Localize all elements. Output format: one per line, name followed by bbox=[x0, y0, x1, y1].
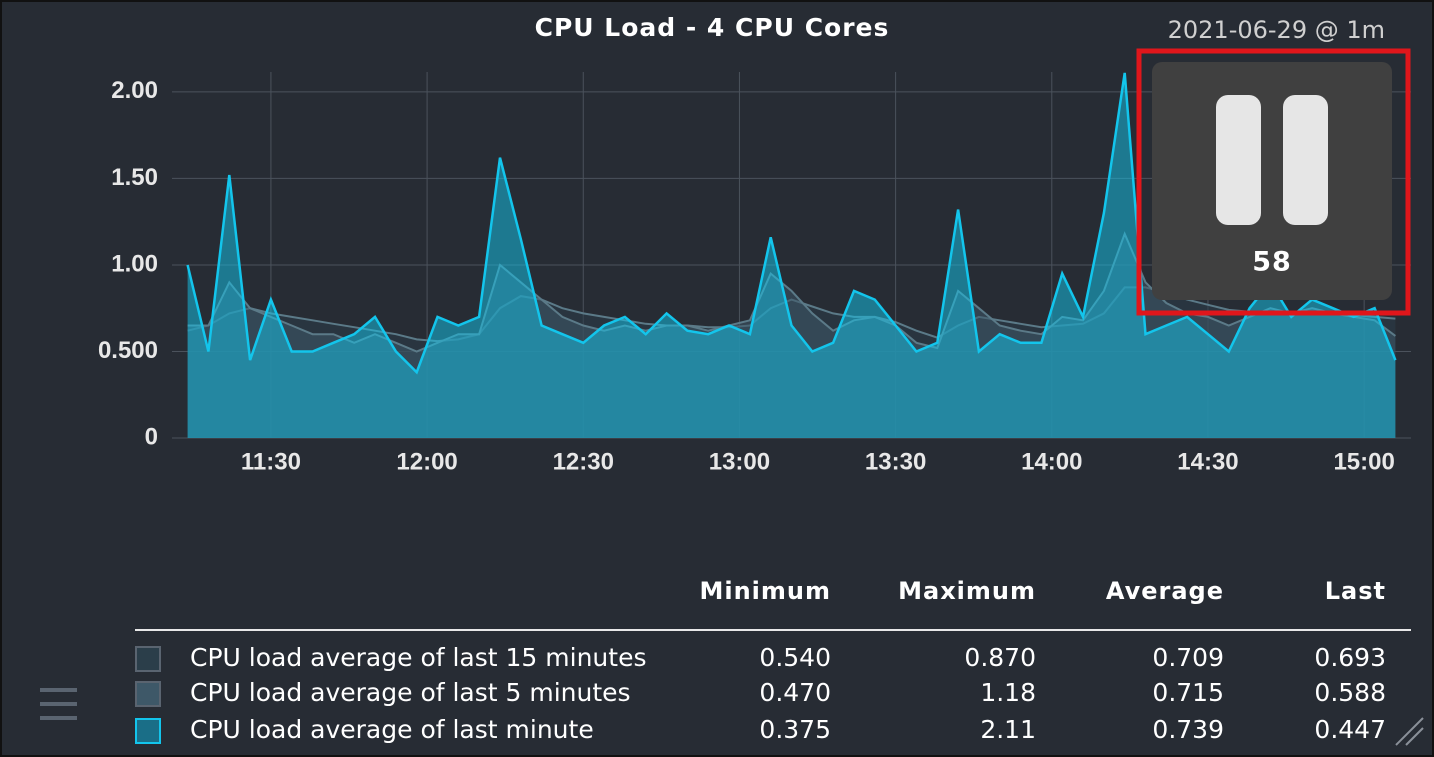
legend-label: CPU load average of last 5 minutes bbox=[190, 678, 631, 707]
x-tick-label: 12:00 bbox=[396, 448, 457, 475]
legend-swatch bbox=[135, 681, 161, 707]
column-header: Minimum bbox=[699, 577, 831, 605]
table-cell: 0.693 bbox=[1314, 643, 1386, 672]
x-tick-label: 12:30 bbox=[553, 448, 614, 475]
menu-icon[interactable] bbox=[40, 688, 77, 720]
table-cell: 2.11 bbox=[980, 715, 1036, 744]
legend-label: CPU load average of last minute bbox=[190, 715, 594, 744]
y-tick-label: 2.00 bbox=[111, 77, 158, 104]
x-tick-label: 13:00 bbox=[709, 448, 770, 475]
x-tick-label: 14:00 bbox=[1021, 448, 1082, 475]
pause-box[interactable] bbox=[1152, 62, 1392, 300]
pause-bar bbox=[1283, 95, 1328, 225]
table-cell: 0.870 bbox=[964, 643, 1036, 672]
timestamp: 2021-06-29 @ 1m bbox=[1168, 16, 1385, 44]
table-cell: 0.470 bbox=[759, 678, 831, 707]
y-tick-label: 1.50 bbox=[111, 164, 158, 191]
y-tick-label: 1.00 bbox=[111, 250, 158, 277]
pause-bar bbox=[1216, 95, 1261, 225]
column-header: Last bbox=[1325, 577, 1386, 605]
table-cell: 0.540 bbox=[759, 643, 831, 672]
pause-overlay[interactable]: 58 bbox=[1136, 48, 1411, 316]
x-tick-label: 15:00 bbox=[1333, 448, 1394, 475]
x-tick-label: 11:30 bbox=[241, 448, 301, 475]
resize-line bbox=[1405, 727, 1424, 746]
table-cell: 0.739 bbox=[1152, 715, 1224, 744]
x-tick-label: 14:30 bbox=[1177, 448, 1238, 475]
table-cell: 0.588 bbox=[1314, 678, 1386, 707]
table-cell: 0.715 bbox=[1152, 678, 1224, 707]
pause-countdown: 58 bbox=[1252, 247, 1292, 278]
table-cell: 0.375 bbox=[759, 715, 831, 744]
column-header: Maximum bbox=[898, 577, 1036, 605]
y-tick-label: 0 bbox=[145, 423, 158, 450]
table-cell: 1.18 bbox=[980, 678, 1036, 707]
summary-table: Minimum Maximum Average Last CPU load averag… bbox=[135, 577, 1386, 744]
highlight-frame bbox=[1136, 48, 1411, 316]
series-area bbox=[187, 72, 1396, 439]
chart-title: CPU Load - 4 CPU Cores bbox=[535, 13, 890, 42]
y-tick-label: 0.500 bbox=[98, 337, 158, 364]
series-line bbox=[186, 72, 1397, 375]
column-header: Average bbox=[1106, 577, 1224, 605]
legend-swatch bbox=[135, 646, 161, 672]
legend-label: CPU load average of last 15 minutes bbox=[190, 643, 646, 672]
resize-line bbox=[1395, 717, 1424, 746]
table-cell: 0.447 bbox=[1314, 715, 1386, 744]
legend-swatch bbox=[135, 718, 161, 744]
x-tick-label: 13:30 bbox=[865, 448, 926, 475]
table-cell: 0.709 bbox=[1152, 643, 1224, 672]
resize-handle[interactable] bbox=[1395, 717, 1424, 746]
